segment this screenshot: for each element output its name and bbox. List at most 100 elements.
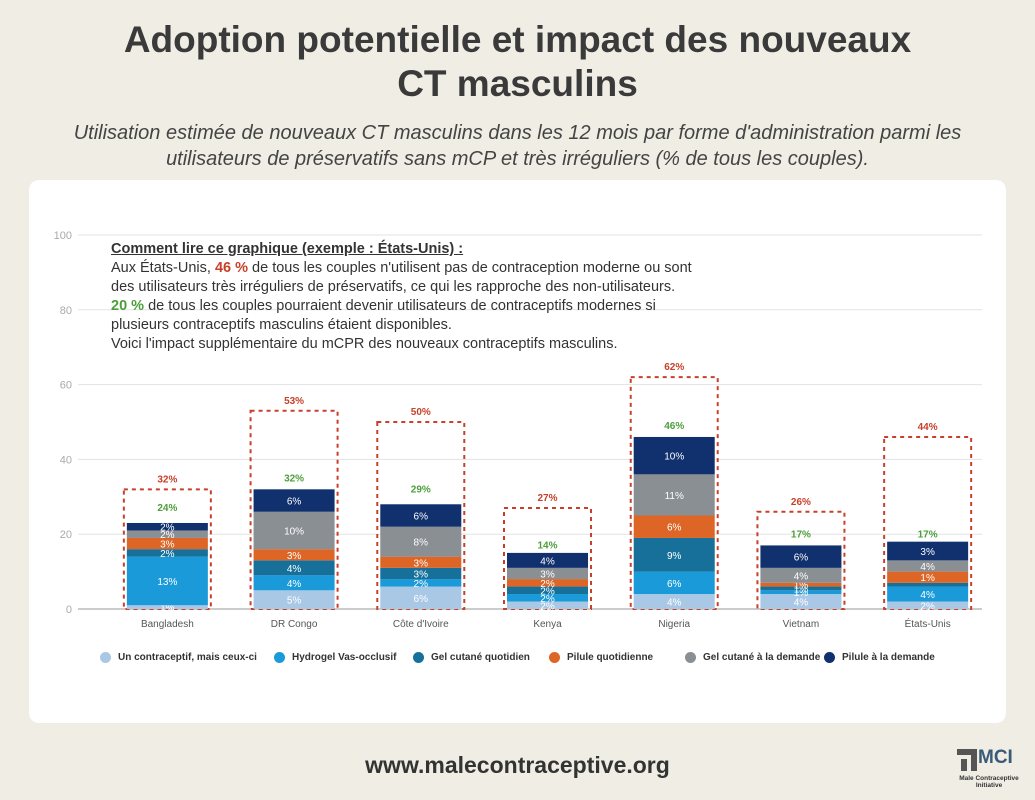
segment-label: 1% — [920, 573, 935, 584]
segment-label: 6% — [414, 512, 429, 523]
logo-caption-line-1: Male Contraceptive — [959, 775, 1019, 782]
bar-segment — [126, 537, 208, 550]
x-tick-label: Vietnam — [783, 619, 820, 630]
x-tick-label: Bangladesh — [141, 619, 194, 630]
segment-label: 9% — [667, 551, 682, 562]
legend-item: Pilule à la demande — [824, 652, 935, 663]
how-to-text: de tous les couples n'utilisent pas de c… — [248, 260, 692, 276]
segment-label: 2% — [920, 601, 935, 612]
bar-segment — [380, 586, 462, 609]
bar-segment — [507, 601, 588, 609]
segment-label: 1% — [794, 581, 809, 592]
segment-label: 4% — [794, 598, 809, 609]
y-tick-label: 20 — [60, 529, 72, 541]
bar-segment — [760, 567, 842, 583]
adoption-total-label: 17% — [791, 529, 811, 540]
bar-segment — [760, 582, 842, 587]
legend-swatch-icon — [274, 652, 285, 663]
segment-label: 2% — [540, 601, 555, 612]
bar-segment — [253, 575, 335, 591]
logo-caption-line-2: Initiative — [975, 782, 1003, 789]
legend-swatch-icon — [100, 652, 111, 663]
bar-segment — [887, 560, 969, 572]
stacked-bar-chart: 02040608010032%1%13%2%3%2%2%24%Banglades… — [54, 230, 982, 630]
title-line-1: Adoption potentielle et impact des nouve… — [123, 19, 912, 60]
bar-segment — [887, 571, 969, 583]
bar-segment — [126, 605, 208, 609]
legend-item: Pilule quotidienne — [549, 652, 653, 663]
bar-segment — [507, 567, 588, 580]
potential-total-box — [376, 421, 466, 610]
x-tick-label: Kenya — [533, 619, 562, 630]
legend-label: Hydrogel Vas-occlusif — [292, 652, 397, 663]
segment-label: 11% — [665, 491, 684, 502]
legend-swatch-icon — [685, 652, 696, 663]
bar-segment — [380, 556, 462, 568]
how-to-text: Aux États-Unis, — [111, 260, 215, 276]
x-tick-label: Côte d'Ivoire — [393, 619, 449, 630]
bar-segment — [253, 560, 335, 576]
segment-label: 3% — [540, 569, 555, 580]
segment-label: 6% — [794, 553, 809, 564]
how-to-line-5: Voici l'impact supplémentaire du mCPR de… — [111, 336, 618, 352]
y-tick-label: 100 — [54, 230, 72, 242]
bar-segment — [760, 590, 842, 595]
potential-total-label: 50% — [411, 407, 431, 418]
title-line-2: CT masculins — [397, 63, 638, 104]
logo-mark-text: MCI — [978, 747, 1013, 768]
bar-segment — [253, 511, 335, 550]
segment-label: 6% — [667, 523, 682, 534]
bar-segment — [253, 549, 335, 561]
segment-label: 13% — [157, 577, 177, 588]
bar-segment — [633, 436, 715, 475]
bar-segment — [126, 522, 208, 531]
logo-caption: Male Contraceptive Initiative — [955, 775, 1023, 789]
segment-label: 6% — [287, 497, 302, 508]
bar-segment — [507, 586, 588, 595]
x-tick-label: Nigeria — [658, 619, 690, 630]
adoption-total-label: 14% — [537, 541, 557, 552]
bar-segment — [633, 474, 715, 516]
segment-label: 3% — [920, 547, 935, 558]
bar-segment — [253, 590, 335, 609]
bar-segment — [633, 537, 715, 572]
potential-total-label: 44% — [918, 422, 938, 433]
how-to-text: de tous les couples pourraient devenir u… — [144, 298, 656, 314]
y-tick-label: 40 — [60, 454, 72, 466]
legend-label: Un contraceptif, mais ceux-ci — [118, 652, 257, 663]
segment-label: 4% — [667, 598, 682, 609]
legend-label: Gel cutané à la demande — [703, 652, 821, 663]
legend-label: Pilule quotidienne — [567, 652, 654, 663]
segment-label: 10% — [284, 526, 304, 537]
bar-segment — [380, 567, 462, 580]
segment-label: 1% — [794, 584, 809, 595]
bar-segment — [126, 549, 208, 557]
logo-mark-icon — [957, 749, 977, 771]
segment-label: 4% — [287, 564, 302, 575]
legend-label: Gel cutané quotidien — [431, 652, 530, 663]
website-link[interactable]: www.malecontraceptive.org — [365, 752, 670, 778]
y-tick-label: 80 — [60, 305, 72, 317]
bar-segment — [760, 586, 842, 591]
legend-swatch-icon — [824, 652, 835, 663]
subtitle-line-1: Utilisation estimée de nouveaux CT mascu… — [73, 122, 962, 144]
legend-item: Gel cutané quotidien — [413, 652, 530, 663]
legend-item: Gel cutané à la demande — [685, 652, 820, 663]
legend-label: Pilule à la demande — [842, 652, 935, 663]
mci-logo: MCI Male Contraceptive Initiative — [955, 747, 1025, 792]
bar-segment — [887, 601, 969, 609]
bar-segment — [126, 556, 208, 606]
potential-total-label: 53% — [284, 396, 304, 407]
legend-item: Un contraceptif, mais ceux-ci — [100, 652, 257, 663]
how-to-line-3: 20 % de tous les couples pourraient deve… — [111, 297, 791, 316]
segment-label: 8% — [414, 538, 429, 549]
segment-label: 4% — [287, 579, 302, 590]
segment-label: 4% — [920, 590, 935, 601]
bar-segment — [633, 571, 715, 595]
segment-label: 6% — [667, 579, 682, 590]
bar-segment — [507, 594, 588, 602]
y-tick-label: 0 — [66, 604, 72, 616]
bar-segment — [126, 530, 208, 538]
potential-total-label: 27% — [537, 493, 557, 504]
bar-segment — [253, 489, 335, 512]
